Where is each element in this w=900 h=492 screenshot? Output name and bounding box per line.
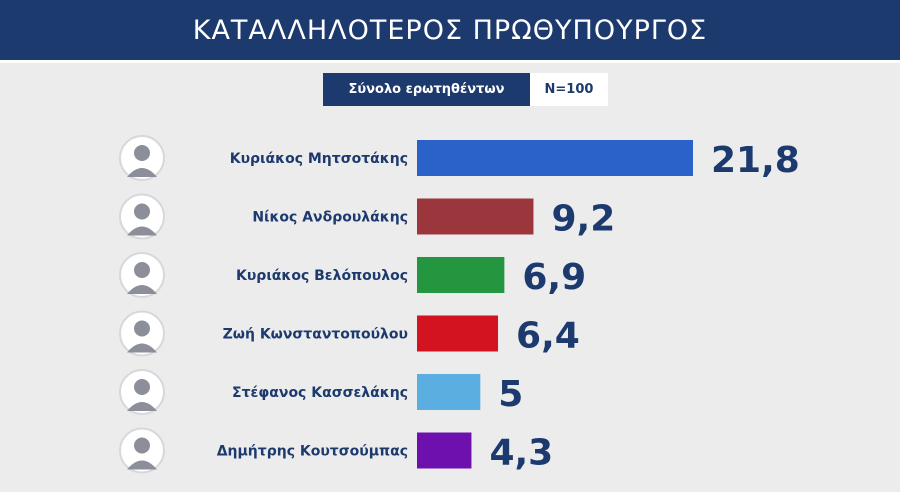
avatar-shoulders — [127, 343, 157, 353]
person-avatar-icon — [134, 379, 150, 395]
bar — [417, 140, 693, 176]
category-label: Κυριάκος Μητσοτάκης — [230, 151, 408, 167]
title-divider — [0, 60, 900, 63]
sample-size: N=100 — [530, 73, 608, 106]
avatar-shoulders — [127, 285, 157, 294]
category-label: Στέφανος Κασσελάκης — [232, 385, 408, 401]
person-avatar-icon — [134, 320, 150, 337]
bar — [417, 374, 481, 410]
bar — [417, 198, 534, 235]
avatar-shoulders — [127, 460, 157, 470]
value-label: 9,2 — [551, 199, 615, 240]
avatar-shoulders — [127, 402, 157, 411]
value-label: 4,3 — [489, 433, 553, 474]
chart-title: ΚΑΤΑΛΛΗΛΟΤΕΡΟΣ ΠΡΩΘΥΠΟΥΡΓΟΣ — [192, 14, 708, 46]
value-label: 6,4 — [516, 316, 580, 357]
bar — [417, 432, 472, 469]
sample-info: Σύνολο ερωτηθέντων N=100 — [323, 73, 608, 106]
category-label: Ζωή Κωνσταντοπούλου — [223, 327, 408, 343]
category-label: Κυριάκος Βελόπουλος — [236, 268, 408, 284]
avatar-shoulders — [127, 226, 157, 236]
value-label: 5 — [498, 374, 523, 415]
base-label: Σύνολο ερωτηθέντων — [323, 73, 530, 106]
category-label: Δημήτρης Κουτσούμπας — [217, 444, 408, 460]
bar — [417, 257, 505, 293]
person-avatar-icon — [134, 145, 150, 161]
avatar-shoulders — [127, 168, 157, 177]
value-label: 21,8 — [711, 140, 800, 181]
person-avatar-icon — [134, 262, 150, 278]
person-avatar-icon — [134, 437, 150, 454]
title-bar: ΚΑΤΑΛΛΗΛΟΤΕΡΟΣ ΠΡΩΘΥΠΟΥΡΓΟΣ — [0, 0, 900, 60]
bar — [417, 315, 499, 352]
person-avatar-icon — [134, 203, 150, 220]
category-label: Νίκος Ανδρουλάκης — [252, 210, 408, 226]
value-label: 6,9 — [522, 257, 586, 298]
